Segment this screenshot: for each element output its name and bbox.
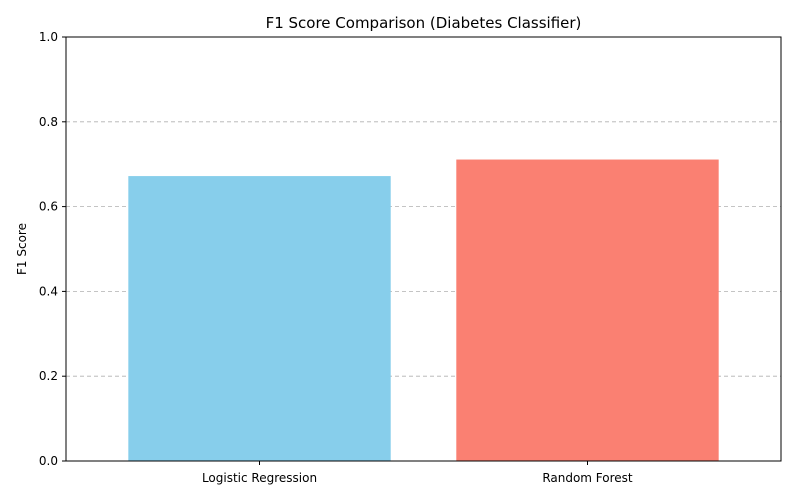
x-tick-label: Logistic Regression xyxy=(202,471,317,485)
y-tick-label: 0.2 xyxy=(39,369,58,383)
x-tick-label: Random Forest xyxy=(542,471,633,485)
y-tick-label: 0.4 xyxy=(39,284,58,298)
y-tick-label: 1.0 xyxy=(39,30,58,44)
y-tick-label: 0.6 xyxy=(39,200,58,214)
chart-title: F1 Score Comparison (Diabetes Classifier… xyxy=(266,14,582,32)
y-tick-label: 0.8 xyxy=(39,115,58,129)
y-axis-label: F1 Score xyxy=(15,223,29,275)
x-axis-ticks: Logistic Regression Random Forest xyxy=(202,461,633,485)
bars xyxy=(128,159,719,461)
plot-frame xyxy=(65,36,782,462)
bar-logistic-regression xyxy=(128,176,391,461)
bar-random-forest xyxy=(456,159,719,461)
y-axis-ticks: 0.0 0.2 0.4 0.6 0.8 1.0 xyxy=(39,30,66,468)
y-tick-label: 0.0 xyxy=(39,454,58,468)
